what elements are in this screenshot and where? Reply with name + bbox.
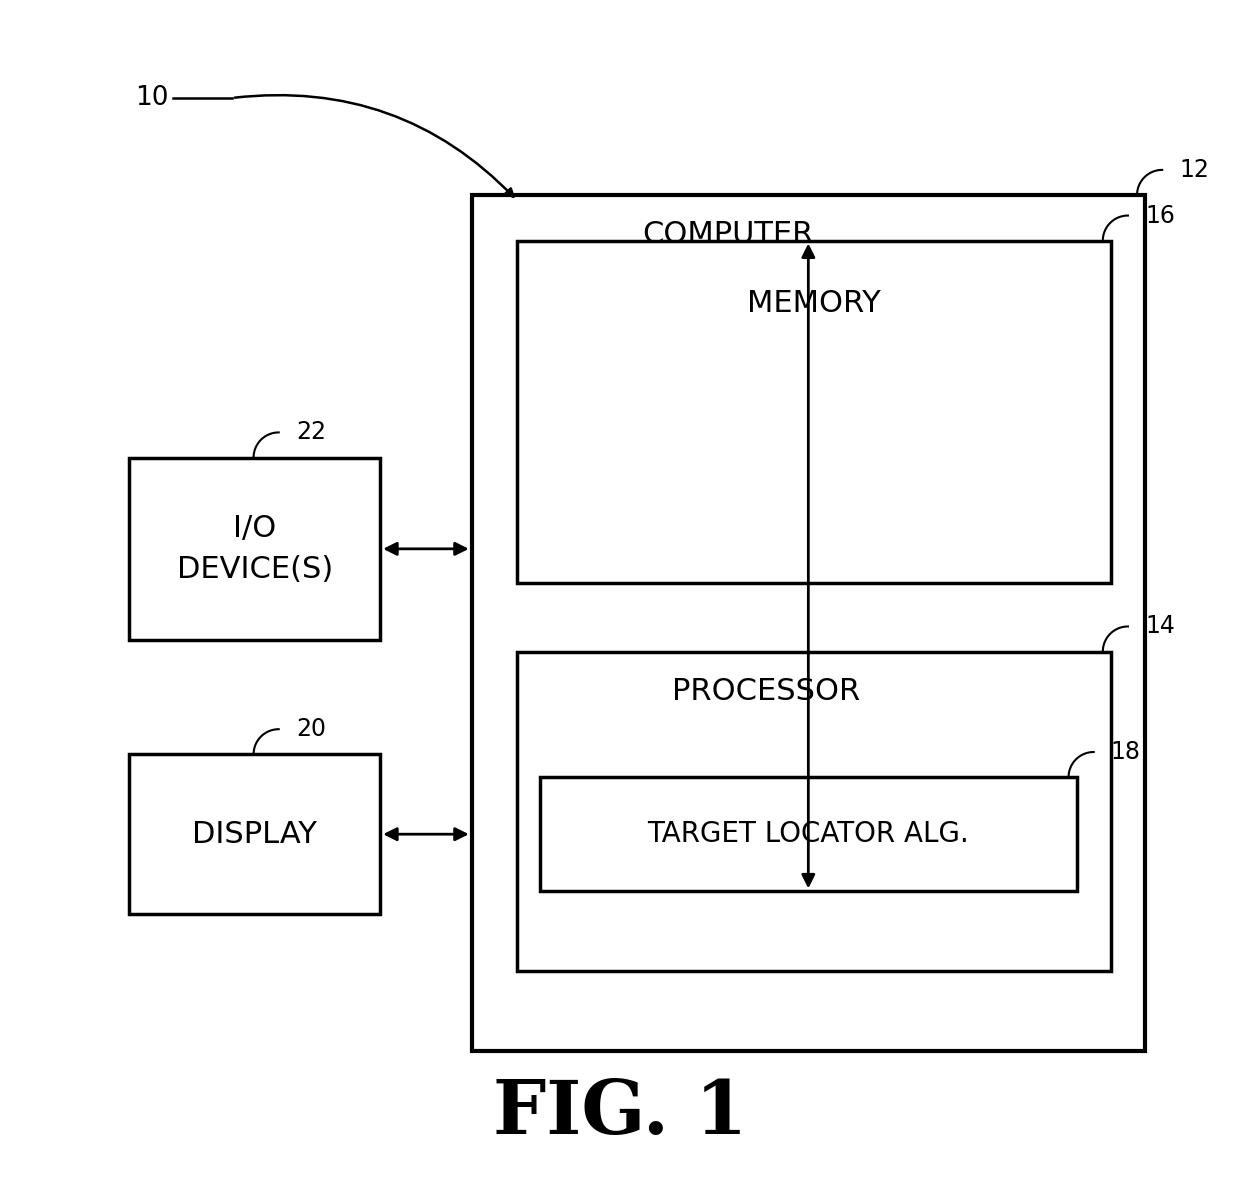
Text: 18: 18: [1111, 740, 1141, 765]
Bar: [541, 778, 1076, 892]
Text: I/O
DEVICE(S): I/O DEVICE(S): [176, 514, 332, 584]
Bar: [129, 754, 381, 914]
Bar: [129, 458, 381, 640]
Text: PROCESSOR: PROCESSOR: [672, 677, 861, 706]
Text: 10: 10: [135, 84, 169, 111]
Text: 22: 22: [296, 421, 326, 445]
Text: MEMORY: MEMORY: [748, 289, 880, 317]
Text: 20: 20: [296, 717, 326, 741]
Text: 14: 14: [1145, 615, 1176, 638]
Text: COMPUTER: COMPUTER: [642, 220, 813, 250]
Text: TARGET LOCATOR ALG.: TARGET LOCATOR ALG.: [647, 820, 970, 848]
Text: DISPLAY: DISPLAY: [192, 819, 317, 849]
Text: 12: 12: [1179, 158, 1209, 182]
Bar: [517, 652, 1111, 971]
Bar: [517, 240, 1111, 583]
Text: 16: 16: [1145, 203, 1176, 227]
Bar: [471, 195, 1145, 1051]
Text: FIG. 1: FIG. 1: [492, 1077, 748, 1150]
